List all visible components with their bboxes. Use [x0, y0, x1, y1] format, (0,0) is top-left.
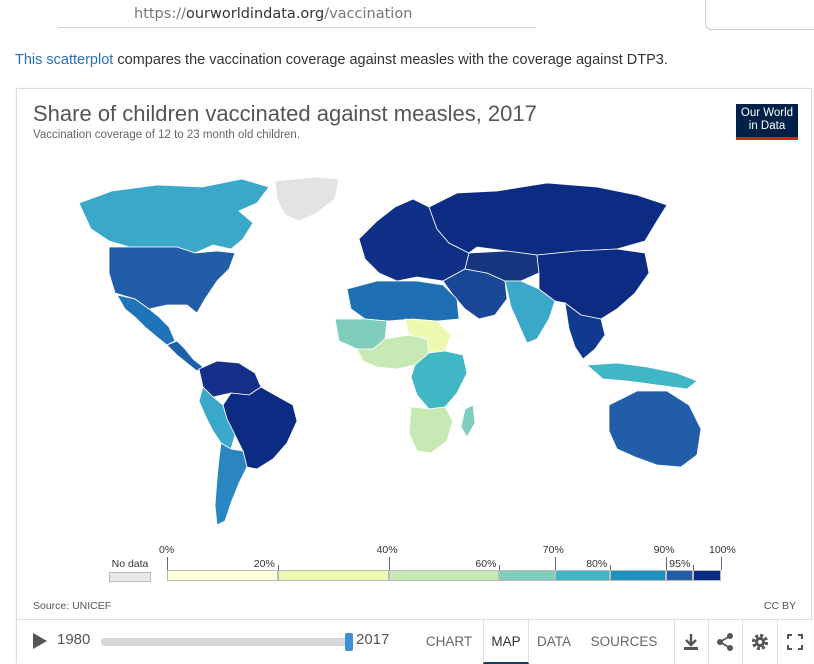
legend-tick: [693, 565, 695, 570]
tab-data[interactable]: DATA: [536, 634, 571, 649]
chart-card: Share of children vaccinated against mea…: [16, 88, 813, 664]
tab-chart[interactable]: CHART: [425, 634, 473, 649]
address-text[interactable]: https://ourworldindata.org/vaccination: [134, 6, 412, 22]
settings-icon[interactable]: [748, 630, 772, 654]
map-region-central-america[interactable]: [166, 340, 204, 372]
logo-line-1: Our World: [740, 107, 794, 119]
legend-bin[interactable]: [388, 570, 500, 581]
license-label[interactable]: CC BY: [763, 600, 796, 612]
legend-bin[interactable]: [693, 570, 721, 581]
map-region-south-asia[interactable]: [504, 280, 556, 344]
browser-url-bar: https://ourworldindata.org/vaccination: [0, 0, 814, 30]
legend-tick-label: 80%: [586, 558, 608, 570]
end-year-label: 2017: [356, 631, 390, 648]
timeline-track-fill: [101, 638, 349, 646]
map-region-south-america-north[interactable]: [198, 360, 262, 398]
tab-sources[interactable]: SOURCES: [590, 634, 658, 649]
timeline-slider[interactable]: [101, 633, 353, 651]
legend-tick: [721, 557, 722, 570]
legend-bin[interactable]: [167, 570, 278, 581]
controls-divider: [674, 620, 675, 664]
url-path: /vaccination: [324, 6, 413, 22]
map-region-indonesia[interactable]: [586, 362, 698, 390]
controls-divider: [708, 620, 709, 664]
legend-tick-label: 90%: [653, 544, 675, 556]
map-region-russia[interactable]: [428, 182, 668, 256]
legend-bin[interactable]: [499, 570, 555, 581]
controls-divider: [742, 620, 743, 664]
tab-map[interactable]: MAP: [483, 620, 529, 664]
legend-tick-label: 95%: [669, 558, 691, 570]
controls-divider: [777, 620, 778, 664]
legend-tick-label: 0%: [159, 544, 175, 556]
legend-tick-label: 40%: [376, 544, 398, 556]
map-region-southern-cone[interactable]: [214, 442, 248, 526]
fullscreen-icon[interactable]: [783, 630, 807, 654]
no-data-swatch: [109, 572, 151, 582]
logo-line-2: in Data: [748, 120, 786, 132]
map-region-usa[interactable]: [108, 246, 236, 314]
timeline-handle[interactable]: [345, 633, 353, 651]
legend-tick-label: 70%: [542, 544, 564, 556]
map-region-southern-africa[interactable]: [408, 406, 454, 454]
browser-toolbar-area: [705, 0, 814, 30]
legend-tick: [610, 565, 612, 570]
legend-tick: [665, 557, 667, 570]
map-region-canada[interactable]: [78, 178, 270, 254]
map-region-greenland[interactable]: [274, 176, 340, 222]
map-region-madagascar[interactable]: [460, 404, 476, 438]
map-region-southeast-asia[interactable]: [564, 302, 606, 360]
no-data-label: No data: [111, 558, 149, 570]
chart-subtitle: Vaccination coverage of 12 to 23 month o…: [33, 129, 301, 141]
download-icon[interactable]: [679, 630, 703, 654]
world-map[interactable]: [17, 169, 813, 539]
chart-controls: 1980 2017 CHART MAP DATA SOURCES: [17, 619, 813, 664]
legend-tick: [388, 557, 390, 570]
scatterplot-link[interactable]: This scatterplot: [15, 52, 114, 68]
legend-tick: [554, 557, 556, 570]
map-region-east-asia[interactable]: [536, 248, 650, 320]
legend-tick: [277, 565, 279, 570]
play-icon[interactable]: [33, 633, 47, 649]
owid-logo[interactable]: Our World in Data: [736, 104, 798, 140]
map-region-north-africa[interactable]: [346, 280, 460, 322]
start-year-label: 1980: [57, 631, 91, 648]
url-scheme: https://: [134, 6, 186, 22]
legend-tick-label: 100%: [709, 544, 736, 556]
legend-tick: [167, 557, 168, 570]
legend-bin[interactable]: [665, 570, 694, 581]
intro-paragraph: This scatterplot compares the vaccinatio…: [15, 52, 668, 68]
legend-bin[interactable]: [554, 570, 611, 581]
legend-tick: [499, 565, 501, 570]
legend-bin[interactable]: [610, 570, 666, 581]
share-icon[interactable]: [713, 630, 737, 654]
legend-bin[interactable]: [277, 570, 389, 581]
no-data-legend: No data: [109, 558, 151, 582]
address-field[interactable]: https://ourworldindata.org/vaccination: [58, 0, 536, 28]
legend-tick-label: 20%: [253, 558, 275, 570]
logo-bar: [736, 137, 798, 140]
url-host: ourworldindata.org: [185, 6, 325, 22]
legend-tick-label: 60%: [475, 558, 497, 570]
map-region-australia[interactable]: [608, 390, 702, 468]
map-legend: No data 0% 40% 70% 90% 100% 20% 60% 80% 95%: [17, 539, 813, 589]
source-label[interactable]: Source: UNICEF: [33, 600, 112, 612]
intro-text: compares the vaccination coverage agains…: [113, 52, 668, 68]
chart-title: Share of children vaccinated against mea…: [33, 101, 537, 126]
